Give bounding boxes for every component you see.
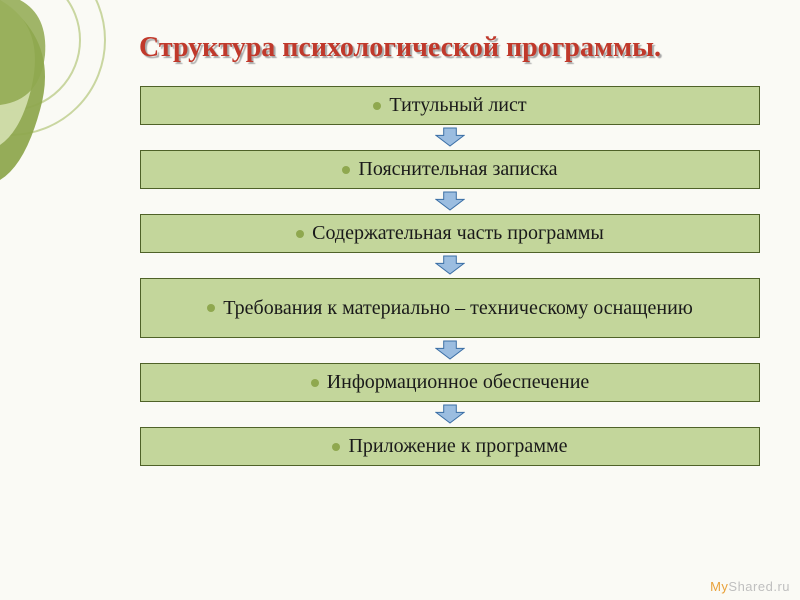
flow-box-label: Пояснительная записка <box>358 158 557 181</box>
bullet-icon <box>342 166 350 174</box>
bullet-icon <box>296 230 304 238</box>
flow-box: Содержательная часть программы <box>140 214 760 253</box>
bullet-icon <box>373 102 381 110</box>
down-arrow-icon <box>435 255 465 275</box>
down-arrow-icon <box>435 404 465 424</box>
watermark: MyShared.ru <box>710 579 790 594</box>
slide: Структура психологической программы. Тит… <box>0 0 800 600</box>
flow-box: Титульный лист <box>140 86 760 125</box>
watermark-part1: My <box>710 579 728 594</box>
watermark-part2: Shared <box>728 579 773 594</box>
flow-box-label: Приложение к программе <box>348 435 567 458</box>
slide-title: Структура психологической программы. <box>0 32 800 64</box>
flow-box-label: Требования к материально – техническому … <box>223 297 693 320</box>
bullet-icon <box>332 443 340 451</box>
flow-box: Требования к материально – техническому … <box>140 278 760 338</box>
down-arrow-icon <box>435 191 465 211</box>
flow-box-label: Информационное обеспечение <box>327 371 590 394</box>
content-area: Структура психологической программы. Тит… <box>0 0 800 600</box>
bullet-icon <box>311 379 319 387</box>
flow-box-label: Титульный лист <box>389 94 526 117</box>
flow-box-label: Содержательная часть программы <box>312 222 604 245</box>
flow-box: Пояснительная записка <box>140 150 760 189</box>
watermark-part3: .ru <box>773 579 790 594</box>
flow-box: Информационное обеспечение <box>140 363 760 402</box>
down-arrow-icon <box>435 340 465 360</box>
flowchart: Титульный лист Пояснительная записка Содер… <box>0 86 800 466</box>
flow-box: Приложение к программе <box>140 427 760 466</box>
down-arrow-icon <box>435 127 465 147</box>
bullet-icon <box>207 304 215 312</box>
